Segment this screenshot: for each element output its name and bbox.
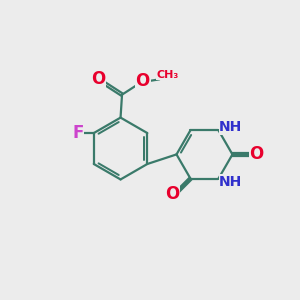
Text: O: O bbox=[136, 72, 150, 90]
Text: CH₃: CH₃ bbox=[157, 70, 179, 80]
Text: F: F bbox=[72, 124, 84, 142]
Text: O: O bbox=[91, 70, 106, 88]
Text: NH: NH bbox=[219, 120, 242, 134]
Text: NH: NH bbox=[219, 175, 242, 189]
Text: O: O bbox=[250, 146, 264, 164]
Text: O: O bbox=[165, 185, 179, 203]
